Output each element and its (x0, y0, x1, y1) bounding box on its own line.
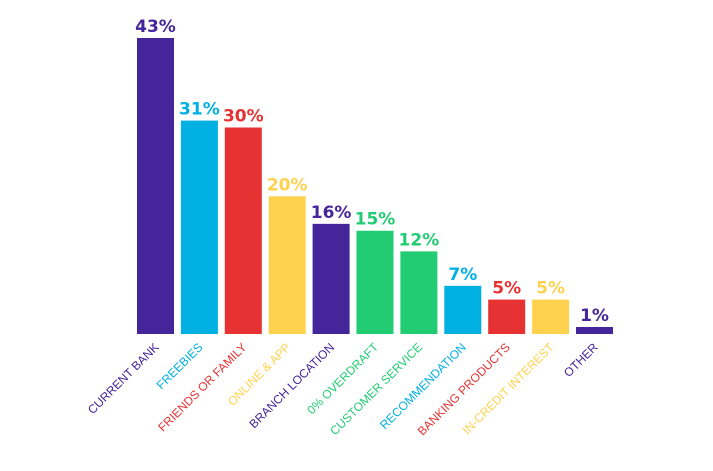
category-label-branch-location: BRANCH LOCATION (246, 340, 337, 431)
bar-freebies (180, 120, 218, 335)
value-label-in-credit-interest: 5% (536, 279, 565, 299)
value-label-branch-location: 16% (311, 203, 352, 223)
value-labels-group: 43% 31% 30% 20%16% 15%12% 7% 5% 5% 1% (135, 17, 609, 326)
category-label-other: OTHER (561, 340, 601, 380)
bars-group (137, 38, 613, 335)
value-label-0-overdraft: 15% (355, 210, 396, 230)
bar-current-bank (137, 38, 174, 334)
value-label-friends-or-family: 30% (223, 106, 264, 126)
value-label-freebies: 31% (179, 100, 220, 120)
value-label-current-bank: 43% (135, 17, 176, 37)
value-label-customer-service: 12% (399, 230, 440, 250)
category-label-recommendation: RECOMMENDATION (377, 340, 469, 432)
bar-other (576, 327, 613, 334)
bar-recommendation (444, 285, 482, 334)
bar-0-overdraft (356, 230, 394, 334)
bar-customer-service (400, 251, 438, 334)
bar-in-credit-interest (532, 299, 570, 334)
category-label-current-bank: CURRENT BANK (85, 340, 162, 417)
value-label-online-app: 20% (267, 175, 308, 195)
bar-branch-location (312, 223, 350, 334)
bar-online-app (268, 196, 306, 334)
bar-banking-products (488, 299, 526, 334)
bar-friends-or-family (224, 127, 262, 334)
value-label-other: 1% (580, 306, 609, 326)
value-label-banking-products: 5% (492, 279, 521, 299)
value-label-recommendation: 7% (448, 265, 477, 285)
